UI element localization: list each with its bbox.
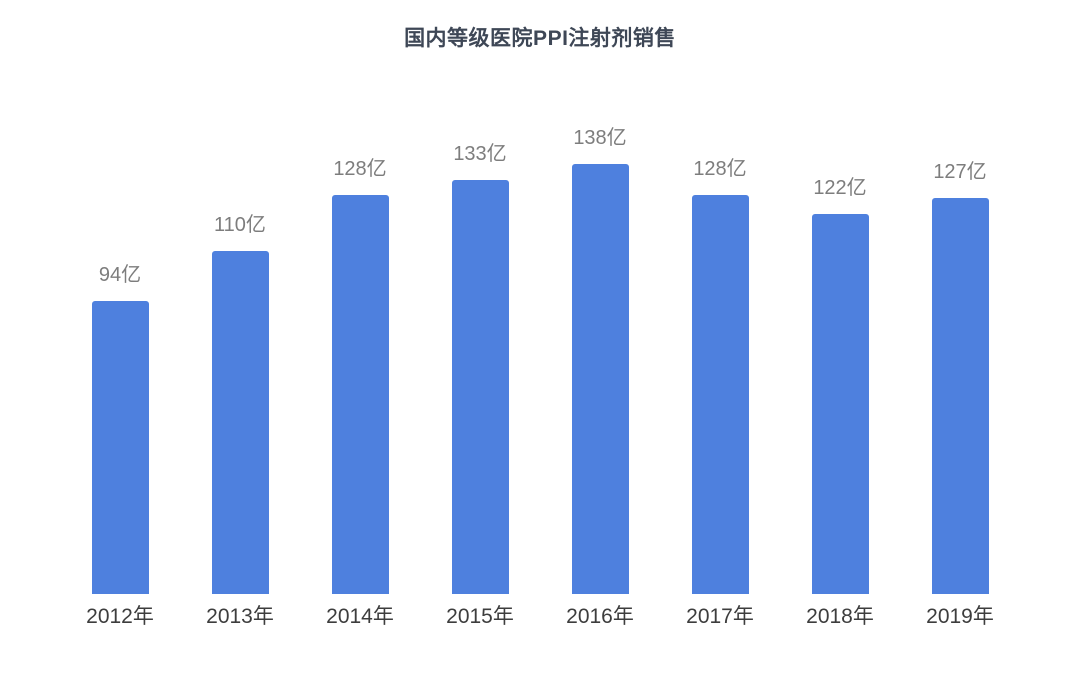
x-axis-label: 2013年 [206, 605, 274, 628]
bar-value-label: 122亿 [813, 177, 867, 199]
bar-column-2013年: 110亿 [180, 0, 300, 594]
bar [91, 301, 149, 594]
bar-column-2019年: 127亿 [900, 0, 1020, 594]
x-axis-label: 2012年 [86, 605, 154, 628]
chart-title: 国内等级医院PPI注射剂销售 [404, 27, 676, 50]
bar-column-2017年: 128亿 [660, 0, 780, 594]
bar [451, 180, 509, 594]
bar [211, 251, 269, 594]
x-axis-label: 2016年 [566, 605, 634, 628]
bar-column-2012年: 94亿 [60, 0, 180, 594]
bar-value-label: 133亿 [453, 143, 507, 165]
bar-column-2014年: 128亿 [300, 0, 420, 594]
bar-column-2015年: 133亿 [420, 0, 540, 594]
bar [811, 214, 869, 594]
plot-area: 94亿 110亿 128亿 133亿 138亿 128亿 122亿 127亿 [60, 0, 1020, 594]
x-axis-label: 2014年 [326, 605, 394, 628]
bar-column-2018年: 122亿 [780, 0, 900, 594]
bar-value-label: 94亿 [98, 264, 142, 286]
x-axis-label: 2019年 [926, 605, 994, 628]
x-axis-label: 2018年 [806, 605, 874, 628]
bar-column-2016年: 138亿 [540, 0, 660, 594]
x-axis-labels: 2012年 2013年 2014年 2015年 2016年 2017年 2018年 2019年 [60, 600, 1020, 630]
bar [691, 195, 749, 594]
bar-value-label: 128亿 [333, 158, 387, 180]
bar-value-label: 128亿 [693, 158, 747, 180]
bar [331, 195, 389, 594]
bar [571, 164, 629, 594]
bar-value-label: 110亿 [214, 214, 266, 236]
x-axis-label: 2017年 [686, 605, 754, 628]
bar [931, 198, 989, 594]
x-axis-label: 2015年 [446, 605, 514, 628]
bar-value-label: 138亿 [573, 127, 627, 149]
bar-value-label: 127亿 [933, 161, 987, 183]
